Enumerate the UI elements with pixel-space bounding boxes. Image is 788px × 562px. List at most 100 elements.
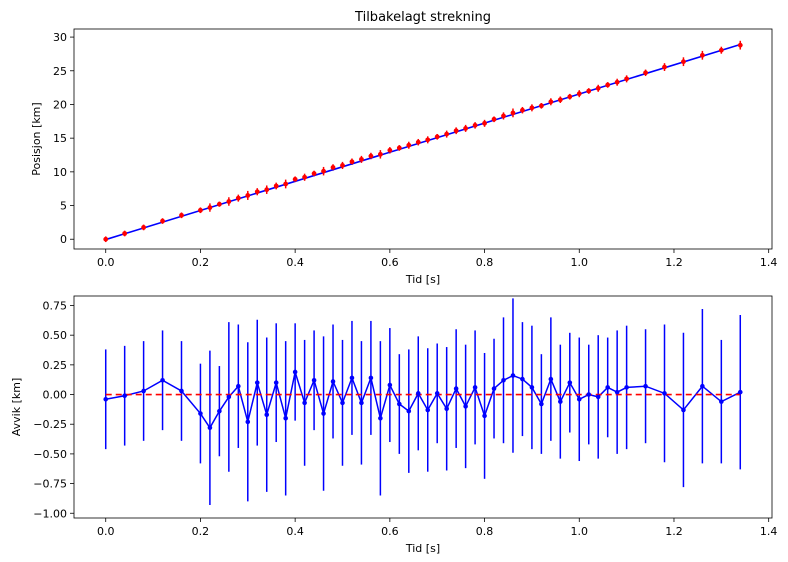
residual-point	[614, 389, 620, 395]
residual-point	[482, 413, 487, 419]
data-point	[567, 94, 573, 100]
data-point	[425, 137, 431, 143]
data-point	[538, 103, 544, 109]
residual-point	[122, 393, 127, 399]
y-tick-label: −0.50	[33, 448, 67, 461]
data-point	[605, 82, 611, 88]
x-tick-label: 0.2	[192, 256, 210, 269]
residual-point	[378, 415, 383, 421]
data-point	[216, 201, 222, 207]
residual-point	[359, 400, 364, 406]
data-point	[718, 47, 724, 53]
data-point	[406, 142, 412, 148]
residual-point	[737, 389, 743, 395]
residual-point	[311, 377, 317, 383]
residual-point	[425, 407, 431, 413]
x-axis-title: Tid [s]	[405, 542, 440, 555]
y-axis-title: Posisjon [km]	[30, 102, 43, 175]
data-point	[482, 120, 487, 126]
plot-frame	[73, 28, 773, 250]
residual-point	[434, 391, 440, 396]
residual-point	[245, 419, 251, 425]
data-point	[434, 134, 440, 140]
residual-point	[406, 408, 412, 414]
data-point	[520, 107, 525, 113]
y-tick-label: −1.00	[33, 507, 67, 520]
x-tick-label: 1.2	[665, 256, 683, 269]
data-point	[387, 147, 393, 153]
residual-point	[548, 376, 554, 382]
data-point	[292, 176, 298, 182]
data-point	[349, 159, 355, 165]
residual-point	[368, 375, 374, 381]
data-point	[643, 70, 648, 76]
residual-point	[254, 380, 260, 385]
data-point	[273, 183, 279, 189]
data-point	[311, 171, 317, 176]
x-tick-label: 1.0	[571, 525, 589, 538]
residual-point	[643, 383, 648, 389]
data-point	[283, 181, 289, 187]
residual-point	[539, 401, 544, 407]
residual-point	[605, 385, 610, 390]
residual-point	[340, 400, 345, 406]
x-tick-label: 0.0	[97, 256, 115, 269]
data-point	[235, 195, 241, 201]
y-axis-title: Avvik [km]	[10, 378, 23, 437]
y-tick-label: 0.75	[43, 299, 68, 312]
data-point	[624, 76, 630, 82]
data-point	[179, 212, 184, 218]
residual-point	[179, 388, 184, 394]
x-tick-label: 0.8	[476, 525, 494, 538]
y-tick-label: 10	[53, 166, 67, 179]
residual-point	[226, 394, 232, 400]
residual-point	[491, 386, 497, 391]
data-point	[529, 105, 535, 111]
x-tick-label: 1.4	[760, 256, 778, 269]
data-point	[254, 189, 260, 195]
data-point	[340, 163, 345, 168]
residual-point	[586, 392, 592, 397]
x-tick-label: 1.4	[760, 525, 778, 538]
residual-point	[444, 406, 449, 412]
data-point	[359, 156, 364, 162]
x-tick-label: 0.6	[381, 525, 399, 538]
residual-point	[264, 412, 270, 418]
residual-point	[463, 404, 468, 409]
data-point	[321, 168, 326, 174]
residual-point	[681, 407, 686, 413]
data-point	[368, 153, 374, 159]
data-point	[207, 205, 213, 210]
data-point	[264, 187, 270, 193]
data-point	[245, 193, 251, 198]
data-point	[141, 225, 147, 230]
position-chart: 0.0 0.2 0.4 0.6 0.8 1.0 1.2 1.4 0 5 10 15 20 25 30 Tid …	[30, 10, 777, 286]
x-tick-label: 1.2	[665, 525, 683, 538]
y-tick-label: 0.00	[43, 389, 68, 402]
residual-point	[529, 385, 535, 390]
data-point	[681, 59, 686, 65]
y-tick-label: 30	[53, 31, 67, 44]
y-tick-label: 5	[60, 200, 67, 213]
data-point	[330, 165, 336, 170]
x-tick-label: 0.6	[381, 256, 399, 269]
residual-point	[700, 383, 705, 389]
data-point	[586, 88, 592, 94]
residual-point	[719, 399, 724, 404]
residual-point	[510, 373, 516, 378]
plot-frame	[73, 295, 773, 519]
data-point	[510, 110, 516, 116]
residual-point	[624, 385, 629, 390]
y-tick-label: 25	[53, 65, 67, 78]
x-tick-label: 0.8	[476, 256, 494, 269]
data-point	[103, 236, 109, 242]
y-tick-label: 0.25	[43, 359, 68, 372]
data-point	[501, 113, 506, 119]
data-point	[377, 151, 383, 157]
data-point	[548, 99, 554, 105]
residual-point	[453, 386, 459, 391]
residual-point	[160, 377, 165, 383]
residual-point	[273, 380, 279, 385]
y-tick-label: 20	[53, 98, 67, 111]
